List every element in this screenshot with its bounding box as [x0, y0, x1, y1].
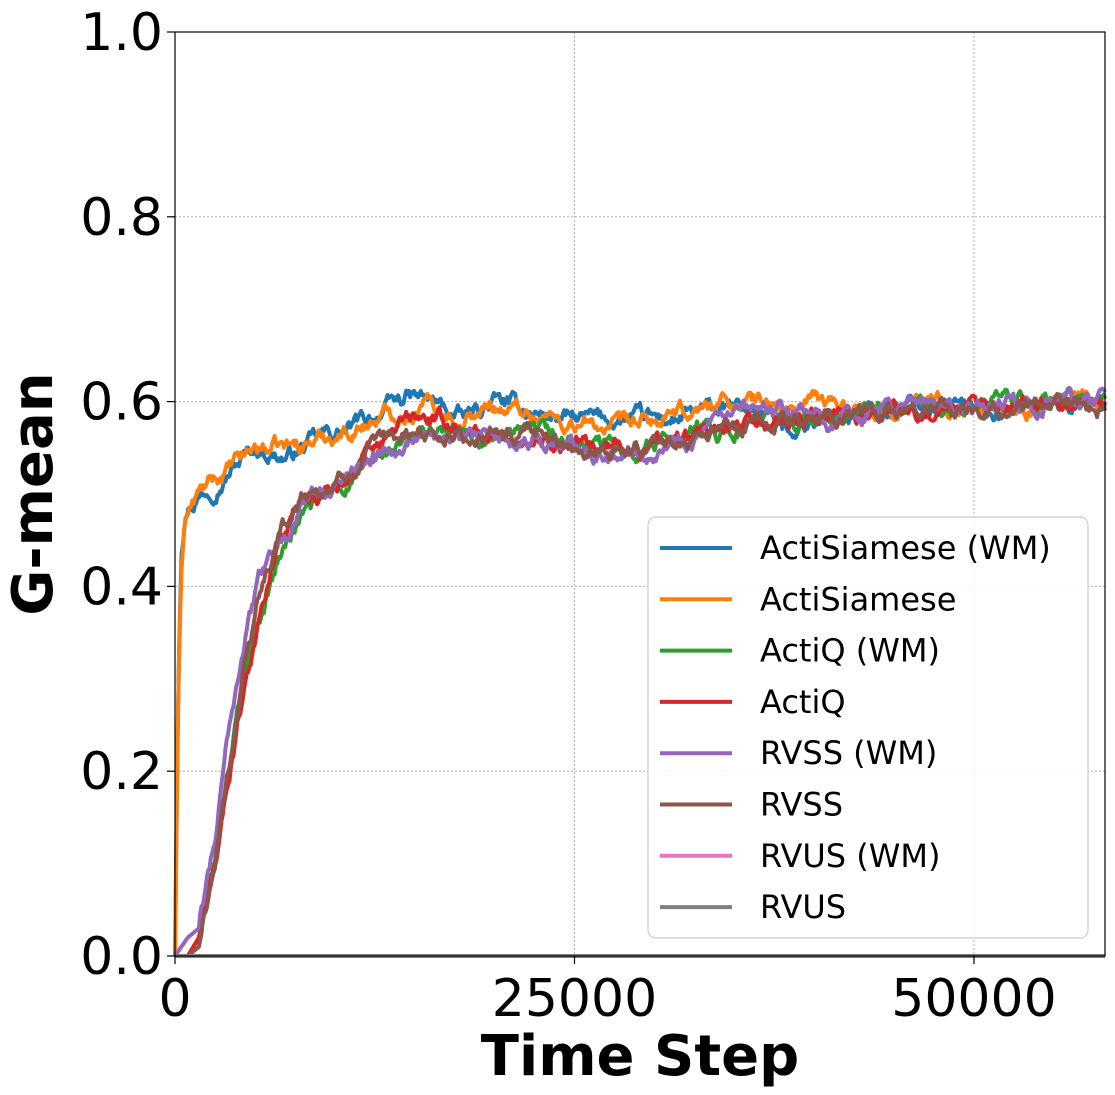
legend-label: RVSS [760, 786, 843, 824]
x-tick-label: 50000 [891, 969, 1056, 1029]
y-tick-label: 0.0 [80, 927, 163, 987]
legend-label: ActiQ [760, 683, 846, 721]
y-tick-label: 0.2 [80, 742, 163, 802]
legend-box [647, 516, 1089, 939]
x-tick-label: 25000 [492, 969, 657, 1029]
legend-label: RVUS [760, 888, 846, 926]
legend-label: RVUS (WM) [760, 837, 941, 875]
axis-ticks: 0.0 0.2 0.4 0.6 0.8 1.0 0 25000 50000 [80, 3, 1056, 1029]
y-tick-label: 0.4 [80, 557, 163, 617]
y-tick-label: 1.0 [80, 3, 163, 63]
y-axis-title: G-mean [1, 372, 66, 615]
x-tick-label: 0 [158, 969, 191, 1029]
legend-label: RVSS (WM) [760, 734, 937, 772]
y-tick-label: 0.8 [80, 188, 163, 248]
legend: ActiSiamese (WM) ActiSiamese ActiQ (WM) Act… [647, 516, 1089, 939]
legend-label: ActiSiamese (WM) [760, 529, 1051, 567]
plot-frame [174, 31, 1106, 957]
x-axis-title: Time Step [481, 1024, 799, 1089]
legend-label: ActiSiamese [760, 580, 956, 618]
y-tick-label: 0.6 [80, 373, 163, 433]
series-line-rvss [174, 391, 1107, 958]
legend-label: ActiQ (WM) [760, 632, 940, 670]
